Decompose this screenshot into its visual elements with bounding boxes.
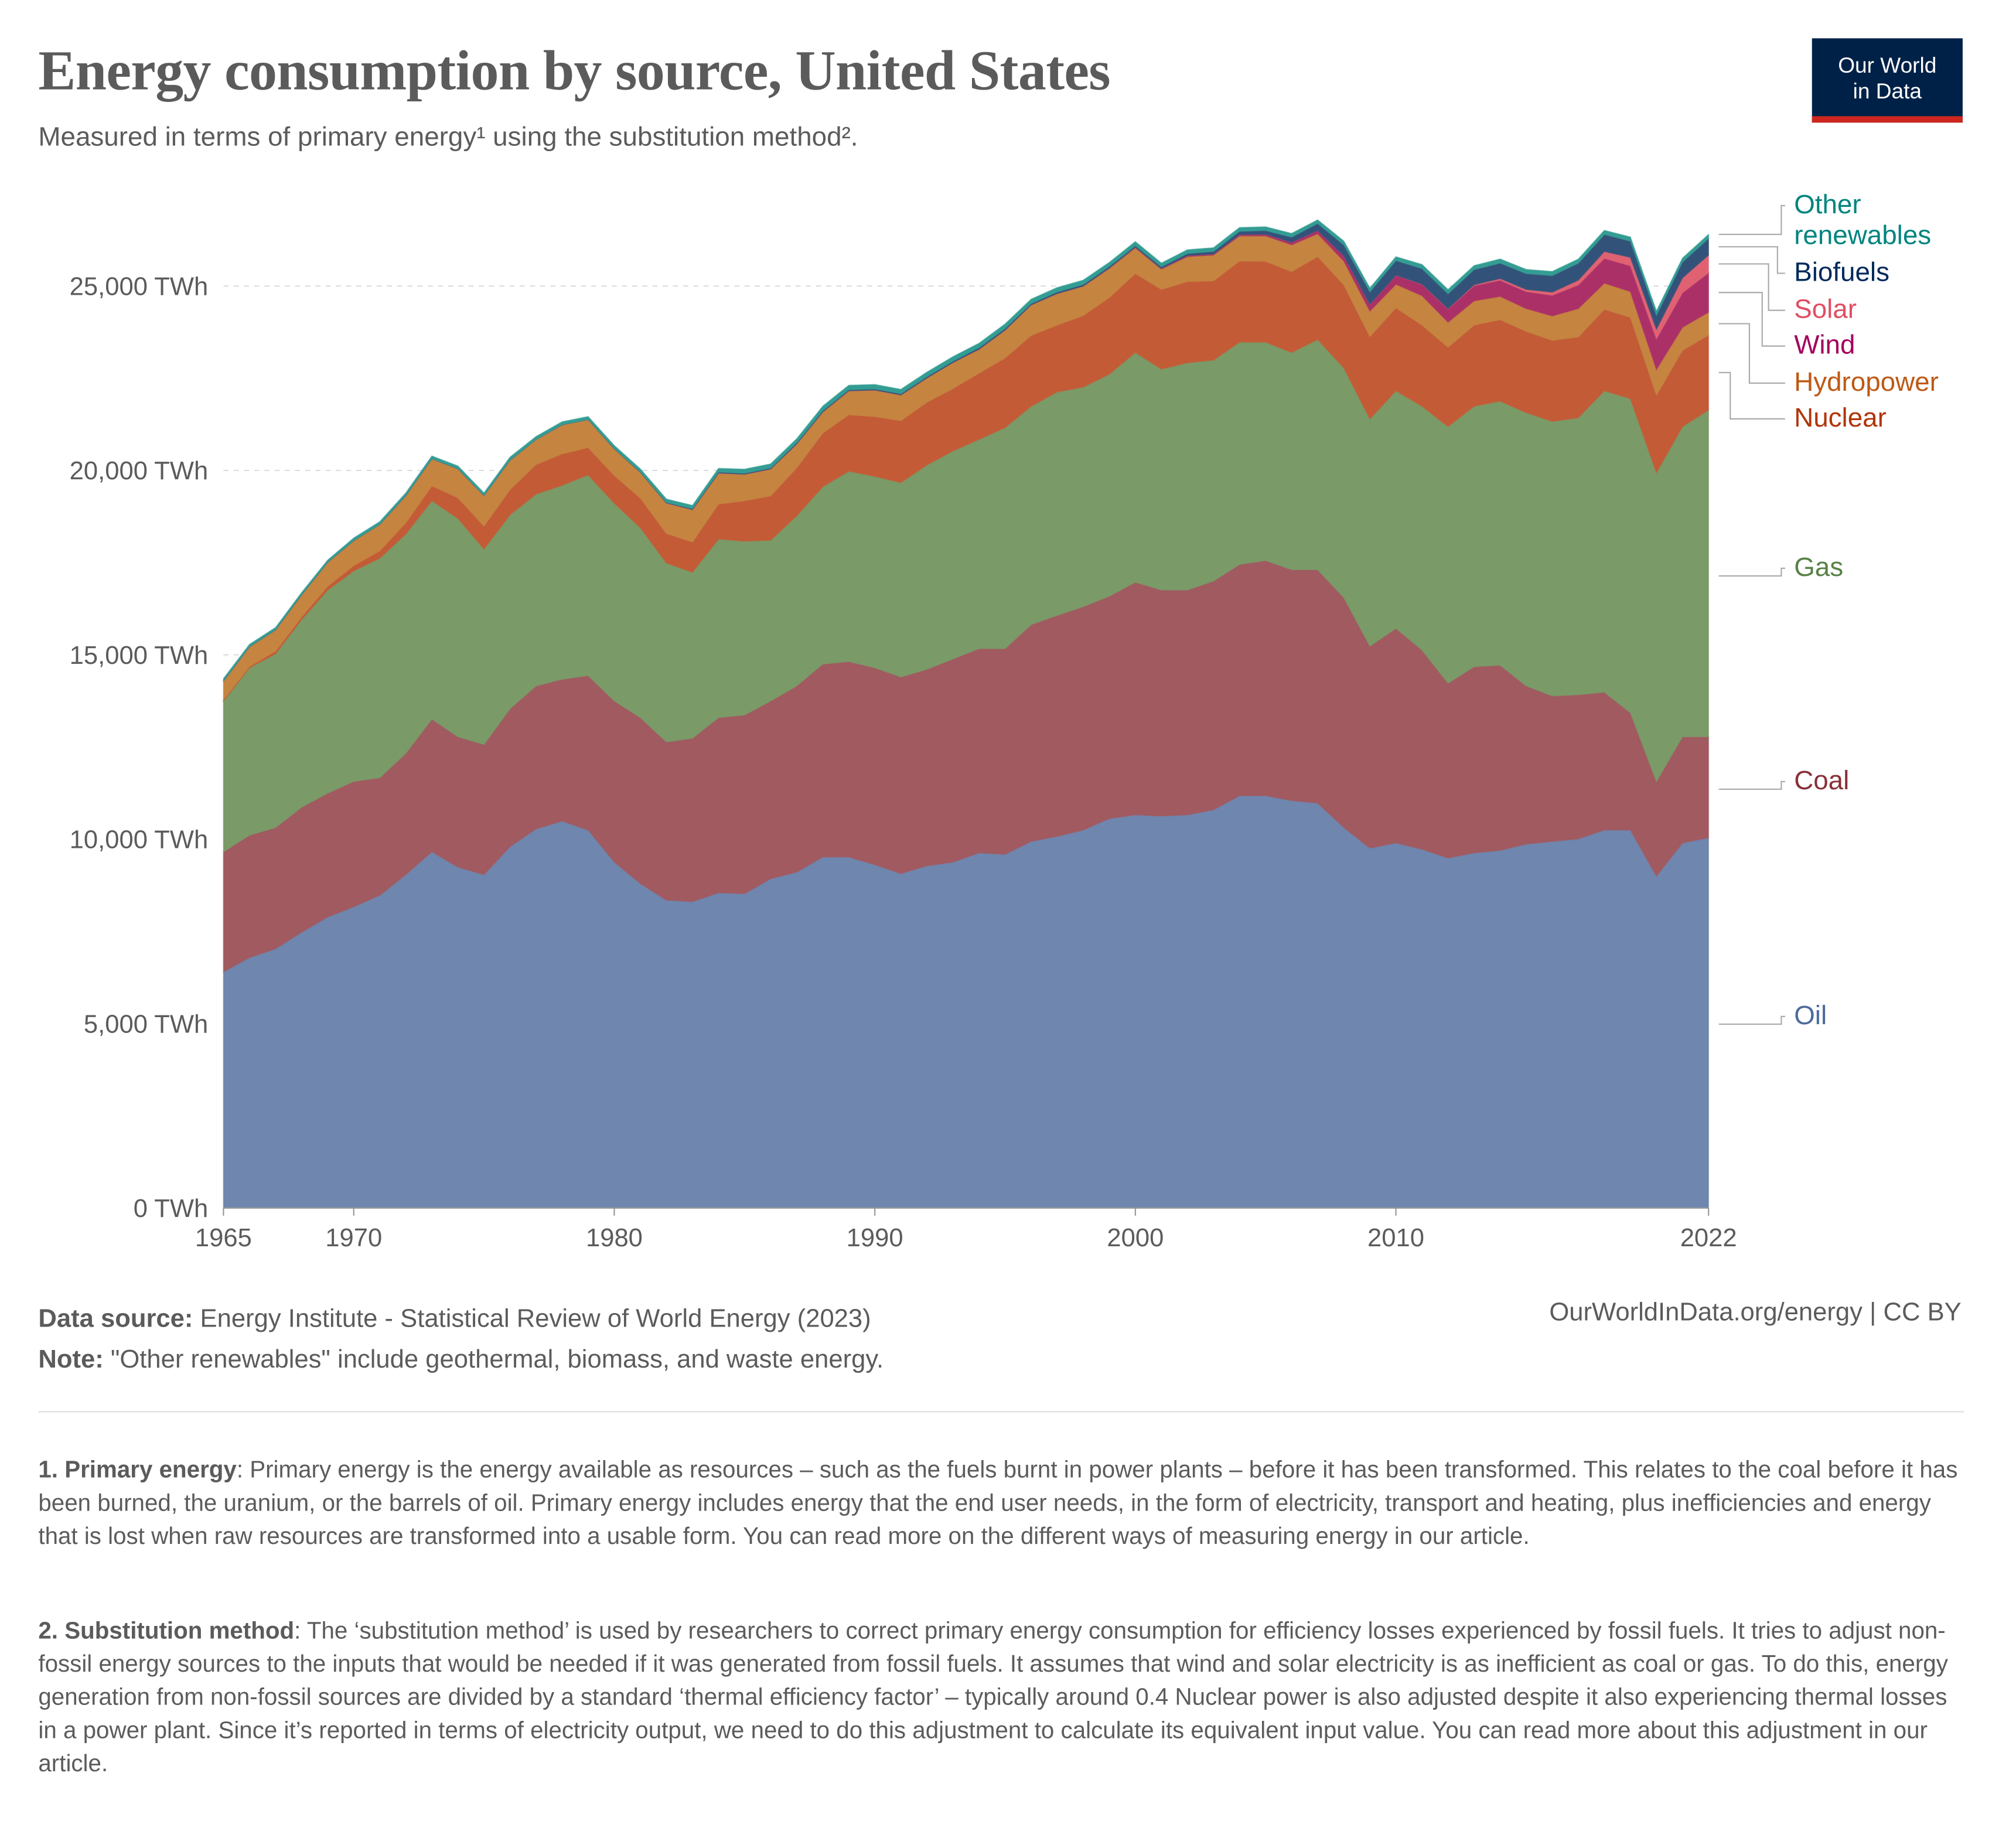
legend-connector	[1718, 292, 1785, 347]
footnote-2-label: 2. Substitution method	[38, 1617, 295, 1644]
legend-connector	[1718, 780, 1785, 790]
legend-connector	[1718, 1015, 1785, 1025]
legend-connector	[1718, 371, 1785, 420]
footnote-2: 2. Substitution method: The ‘substitutio…	[38, 1614, 1966, 1780]
x-tick-label: 1965	[195, 1224, 252, 1252]
y-tick-label: 0 TWh	[134, 1195, 209, 1223]
legend-label-hydropower[interactable]: Hydropower	[1794, 367, 1939, 397]
legend-label-biofuels[interactable]: Biofuels	[1794, 257, 1889, 287]
x-tick-label: 2000	[1107, 1224, 1164, 1252]
legend-label-oil[interactable]: Oil	[1794, 1000, 1827, 1030]
note-text: "Other renewables" include geothermal, b…	[103, 1346, 884, 1375]
x-tick-label: 2010	[1367, 1224, 1424, 1252]
divider	[38, 1411, 1964, 1413]
x-tick-label: 2022	[1680, 1224, 1737, 1252]
legend-connector	[1718, 263, 1785, 311]
chart-title: Energy consumption by source, United Sta…	[38, 39, 1110, 103]
x-tick-label: 1980	[586, 1224, 643, 1252]
legend-connector	[1718, 567, 1785, 577]
source-text: Energy Institute - Statistical Review of…	[193, 1305, 871, 1334]
legend-connector	[1718, 204, 1785, 236]
legend-connector	[1718, 323, 1785, 384]
area-other-renewables[interactable]	[223, 219, 1710, 683]
stacked-area-chart: 0 TWh 5,000 TWh 10,000 TWh 15,000 TWh 20,000…	[70, 189, 1939, 1252]
note-label: Note:	[38, 1346, 104, 1375]
data-source-block: Data source: Energy Institute - Statisti…	[38, 1299, 884, 1380]
license-link[interactable]: OurWorldInData.org/energy | CC BY	[1549, 1298, 1962, 1327]
footnote-2-text: : The ‘substitution method’ is used by r…	[38, 1617, 1948, 1777]
legend-label-solar[interactable]: Solar	[1794, 294, 1857, 324]
owid-logo[interactable]: Our World in Data	[1812, 38, 1963, 123]
logo-line-1: Our World	[1838, 53, 1937, 78]
y-tick-label: 10,000 TWh	[70, 826, 209, 854]
y-tick-label: 25,000 TWh	[70, 272, 209, 301]
y-tick-label: 20,000 TWh	[70, 457, 209, 485]
footnote-1-text: : Primary energy is the energy available…	[38, 1455, 1958, 1549]
footnote-1: 1. Primary energy: Primary energy is the…	[38, 1453, 1966, 1553]
legend-label-wind[interactable]: Wind	[1794, 330, 1855, 360]
source-label: Data source:	[38, 1305, 193, 1334]
footnote-1-label: 1. Primary energy	[38, 1455, 237, 1483]
logo-line-2: in Data	[1853, 79, 1922, 104]
x-tick-label: 1990	[847, 1224, 903, 1252]
legend-label-other-renewables[interactable]: Other renewables	[1794, 189, 1931, 250]
y-tick-label: 5,000 TWh	[84, 1010, 208, 1038]
chart-subtitle: Measured in terms of primary energy¹ usi…	[38, 122, 858, 152]
legend-label-nuclear[interactable]: Nuclear	[1794, 403, 1887, 432]
y-tick-label: 15,000 TWh	[70, 642, 209, 670]
legend-label-gas[interactable]: Gas	[1794, 552, 1843, 582]
legend-connector	[1718, 246, 1785, 274]
legend-label-coal[interactable]: Coal	[1794, 765, 1849, 795]
x-tick-label: 1970	[325, 1224, 382, 1252]
